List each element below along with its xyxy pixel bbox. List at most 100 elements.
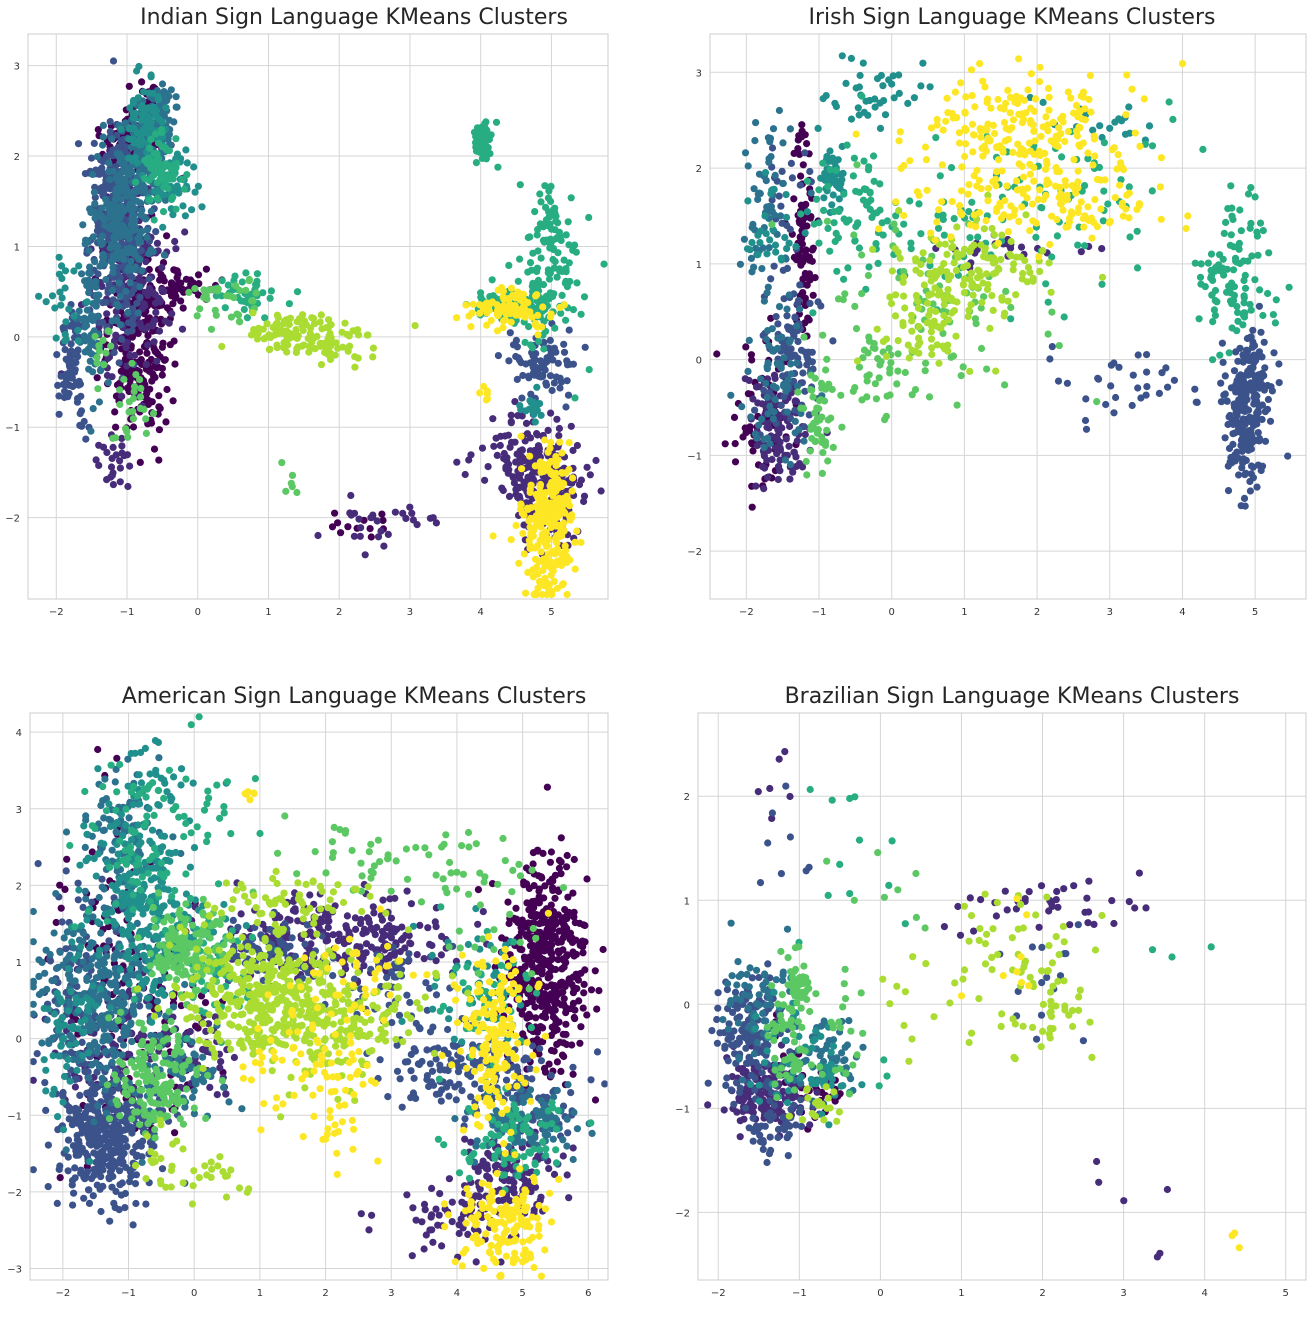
data-point <box>843 218 851 226</box>
data-point <box>324 350 332 358</box>
data-point <box>1247 445 1255 453</box>
data-point <box>750 185 758 193</box>
data-point <box>158 80 167 88</box>
data-point <box>1239 427 1247 435</box>
data-point <box>1128 401 1136 410</box>
data-point <box>1002 287 1010 295</box>
data-point <box>526 485 534 493</box>
data-point <box>815 405 823 413</box>
data-point <box>172 205 180 213</box>
data-point <box>765 158 773 166</box>
data-point <box>900 220 908 228</box>
data-point <box>1023 194 1031 202</box>
data-point <box>521 338 529 346</box>
data-point <box>223 292 231 300</box>
data-point <box>775 106 783 115</box>
data-points <box>35 57 608 599</box>
data-point <box>744 162 752 170</box>
data-point <box>801 149 809 157</box>
data-point <box>547 197 555 205</box>
data-point <box>158 286 166 294</box>
data-point <box>146 115 154 123</box>
data-point <box>172 245 180 253</box>
data-point <box>831 99 839 107</box>
data-point <box>1027 104 1035 112</box>
data-point <box>538 323 546 331</box>
data-point <box>765 244 773 252</box>
data-point <box>1241 284 1250 292</box>
data-point <box>143 233 151 241</box>
data-point <box>803 361 811 369</box>
data-point <box>751 226 759 234</box>
data-point <box>795 426 803 434</box>
data-point <box>1068 182 1076 190</box>
data-point <box>67 340 75 348</box>
data-point <box>115 359 123 367</box>
data-point <box>748 356 756 364</box>
data-point <box>1223 288 1231 296</box>
data-point <box>1012 177 1021 185</box>
data-point <box>760 297 768 305</box>
data-point <box>777 364 785 372</box>
data-point <box>851 237 859 245</box>
data-point <box>853 357 862 365</box>
data-point <box>1247 306 1255 314</box>
data-point <box>90 188 98 196</box>
data-point <box>1210 306 1218 314</box>
data-point <box>522 360 530 368</box>
data-point <box>85 269 93 277</box>
data-point <box>93 359 101 367</box>
data-point <box>534 331 542 339</box>
data-point <box>974 233 982 241</box>
data-point <box>183 159 191 167</box>
data-point <box>1049 118 1057 126</box>
data-point <box>994 95 1002 104</box>
data-point <box>35 292 43 300</box>
data-point <box>515 559 523 567</box>
data-point <box>133 299 141 307</box>
data-point <box>316 318 324 326</box>
data-point <box>930 317 938 325</box>
data-point <box>1009 148 1017 156</box>
data-point <box>869 245 877 253</box>
data-point <box>768 144 777 152</box>
data-point <box>90 139 98 147</box>
data-point <box>907 239 915 247</box>
data-point <box>1170 376 1178 384</box>
data-point <box>481 300 489 309</box>
data-point <box>520 550 529 558</box>
data-point <box>1019 269 1027 278</box>
data-point <box>263 320 271 328</box>
data-point <box>885 344 893 352</box>
data-point <box>79 221 87 229</box>
data-point <box>1255 384 1263 392</box>
data-point <box>531 462 539 470</box>
data-point <box>118 335 126 343</box>
data-point <box>1196 273 1205 281</box>
data-point <box>159 208 168 216</box>
y-tick-label: 3 <box>14 62 20 73</box>
data-point <box>868 213 876 221</box>
data-point <box>1045 106 1053 114</box>
data-point <box>172 103 180 111</box>
data-point <box>1263 405 1272 413</box>
data-point <box>499 293 507 301</box>
data-point <box>558 532 566 540</box>
data-point <box>136 293 144 302</box>
data-point <box>573 441 582 450</box>
data-point <box>858 92 866 100</box>
data-point <box>993 207 1001 216</box>
data-point <box>190 163 198 171</box>
data-point <box>832 166 840 174</box>
data-point <box>314 531 322 540</box>
data-point <box>802 246 810 254</box>
data-point <box>148 107 156 115</box>
data-point <box>580 497 588 506</box>
data-point <box>953 401 961 409</box>
data-point <box>900 267 908 276</box>
data-point <box>871 344 879 352</box>
data-point <box>518 394 526 402</box>
data-point <box>280 339 288 347</box>
data-point <box>1251 276 1259 284</box>
